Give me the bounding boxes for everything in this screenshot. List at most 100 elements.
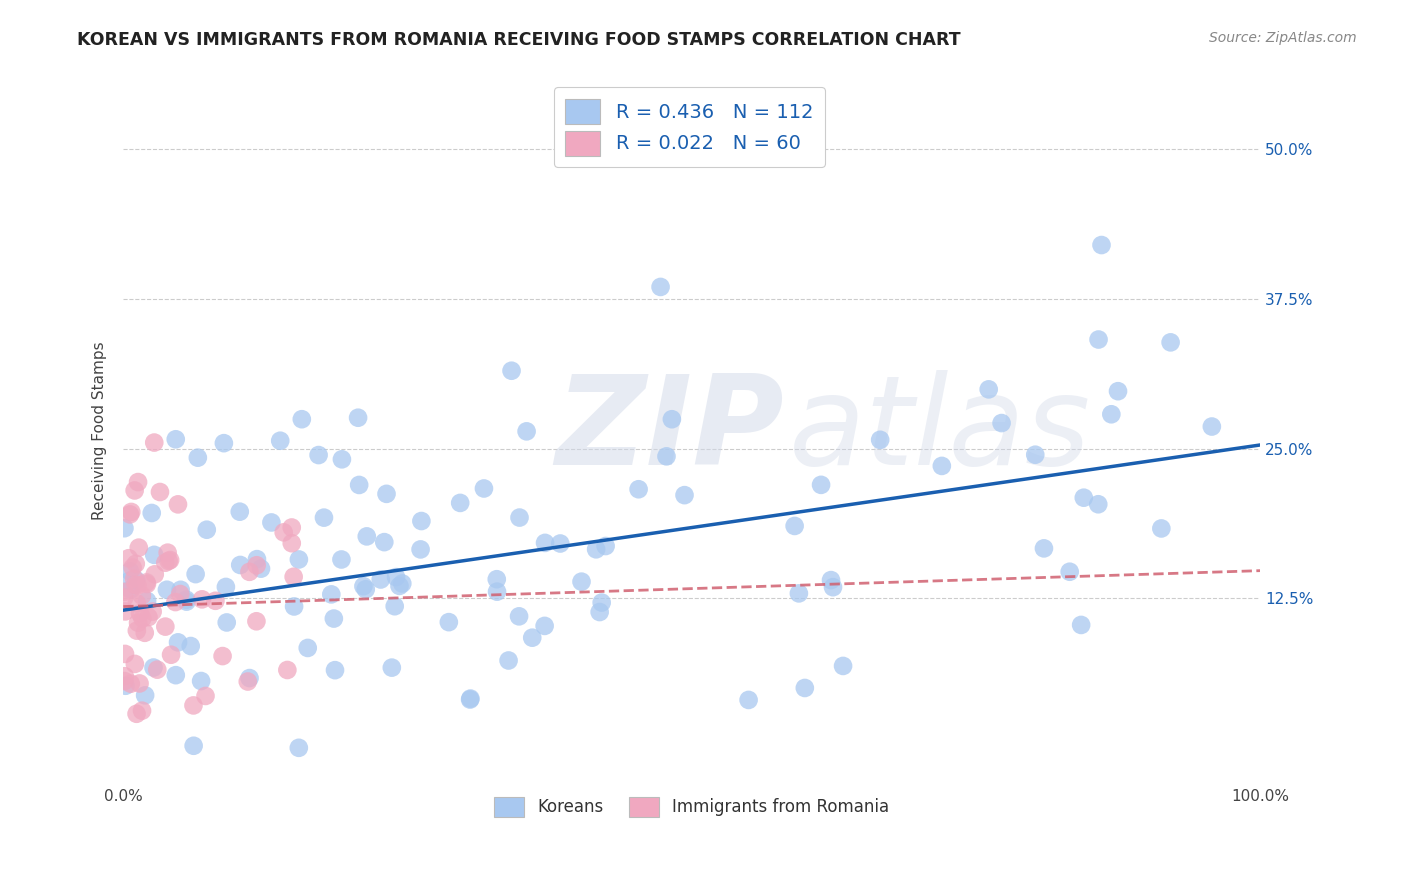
Point	[308, 448, 330, 462]
Point	[131, 589, 153, 603]
Point	[120, 564, 142, 578]
Point	[138, 610, 160, 624]
Point	[322, 611, 344, 625]
Point	[156, 582, 179, 597]
Point	[650, 280, 672, 294]
Point	[204, 594, 226, 608]
Point	[215, 615, 238, 630]
Legend: Koreans, Immigrants from Romania: Koreans, Immigrants from Romania	[486, 789, 897, 825]
Point	[297, 640, 319, 655]
Point	[533, 619, 555, 633]
Point	[167, 497, 190, 511]
Point	[183, 698, 205, 713]
Point	[330, 552, 353, 566]
Point	[183, 739, 205, 753]
Point	[194, 689, 217, 703]
Point	[236, 674, 259, 689]
Point	[810, 478, 832, 492]
Point	[167, 635, 190, 649]
Point	[136, 577, 159, 591]
Point	[977, 382, 1000, 396]
Point	[118, 508, 141, 522]
Point	[323, 663, 346, 677]
Point	[114, 679, 136, 693]
Point	[114, 647, 136, 661]
Point	[534, 536, 557, 550]
Point	[124, 657, 146, 671]
Point	[141, 506, 163, 520]
Point	[146, 663, 169, 677]
Point	[120, 582, 142, 597]
Point	[212, 436, 235, 450]
Point	[245, 615, 267, 629]
Point	[1107, 384, 1129, 399]
Point	[114, 604, 136, 618]
Point	[215, 580, 238, 594]
Point	[125, 574, 148, 588]
Point	[931, 458, 953, 473]
Point	[157, 554, 180, 568]
Point	[661, 412, 683, 426]
Point	[283, 570, 305, 584]
Point	[160, 648, 183, 662]
Point	[229, 505, 252, 519]
Point	[1087, 333, 1109, 347]
Point	[627, 482, 650, 496]
Point	[229, 558, 252, 572]
Point	[124, 483, 146, 498]
Point	[211, 649, 233, 664]
Point	[373, 535, 395, 549]
Point	[501, 364, 523, 378]
Point	[548, 536, 571, 550]
Point	[409, 542, 432, 557]
Point	[1099, 407, 1122, 421]
Point	[127, 578, 149, 592]
Point	[176, 592, 198, 607]
Point	[169, 582, 191, 597]
Point	[330, 452, 353, 467]
Point	[187, 450, 209, 465]
Point	[472, 482, 495, 496]
Point	[832, 659, 855, 673]
Point	[1024, 448, 1046, 462]
Point	[127, 475, 149, 489]
Point	[165, 595, 187, 609]
Point	[1059, 565, 1081, 579]
Point	[388, 579, 411, 593]
Point	[128, 541, 150, 555]
Point	[156, 546, 179, 560]
Text: ZIP: ZIP	[555, 370, 785, 491]
Point	[143, 548, 166, 562]
Point	[125, 557, 148, 571]
Point	[159, 553, 181, 567]
Point	[118, 551, 141, 566]
Point	[411, 514, 433, 528]
Point	[522, 631, 544, 645]
Point	[437, 615, 460, 629]
Point	[589, 605, 612, 619]
Point	[273, 525, 295, 540]
Point	[1090, 238, 1112, 252]
Point	[283, 599, 305, 614]
Point	[509, 510, 531, 524]
Point	[585, 542, 607, 557]
Point	[129, 606, 152, 620]
Point	[125, 596, 148, 610]
Point	[508, 609, 530, 624]
Point	[250, 562, 273, 576]
Point	[990, 416, 1012, 430]
Point	[246, 558, 269, 573]
Point	[114, 591, 136, 605]
Point	[381, 660, 404, 674]
Point	[120, 676, 142, 690]
Point	[458, 692, 481, 706]
Point	[118, 574, 141, 588]
Point	[165, 668, 187, 682]
Point	[125, 706, 148, 721]
Point	[238, 565, 260, 579]
Point	[384, 599, 406, 614]
Point	[280, 520, 302, 534]
Point	[486, 584, 509, 599]
Point	[321, 587, 343, 601]
Point	[246, 552, 269, 566]
